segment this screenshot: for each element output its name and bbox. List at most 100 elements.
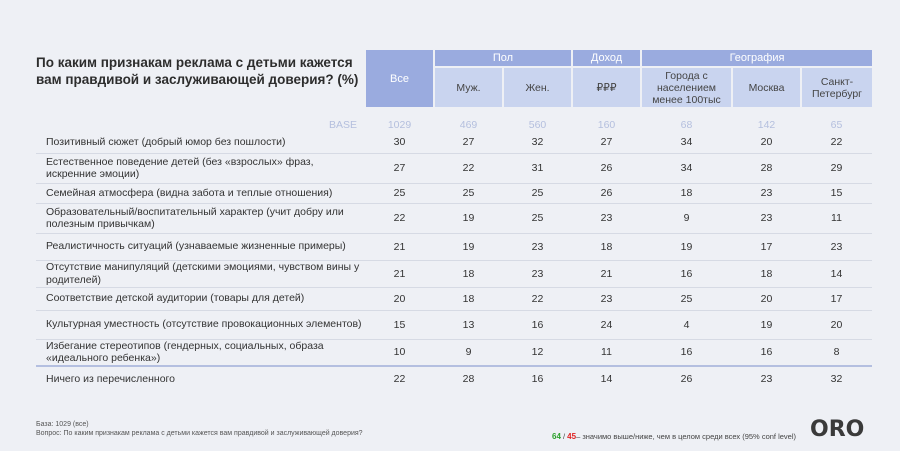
table-cell: 25	[503, 183, 572, 204]
table-cell: 19	[732, 310, 801, 340]
base-value: 68	[680, 119, 693, 131]
row-label: Избегание стереотипов (гендерных, социал…	[36, 339, 365, 367]
table-cell: 23	[801, 233, 872, 261]
table-cell: 16	[503, 365, 572, 391]
table-cell: 29	[801, 153, 872, 184]
table-row: Соответствие детской аудитории (товары д…	[36, 287, 872, 311]
header-female: Жен.	[502, 66, 572, 107]
table-cell: 15	[801, 183, 872, 204]
table-cell: 20	[732, 287, 801, 311]
legend-text: – значимо выше/ниже, чем в целом среди в…	[576, 432, 796, 441]
table-cell: 19	[434, 233, 503, 261]
table-cell: 25	[503, 203, 572, 234]
row-label: Реалистичность ситуаций (узнаваемые жизн…	[36, 233, 365, 261]
header-male: Муж.	[433, 66, 503, 107]
table-cell: 24	[572, 310, 641, 340]
table-cell: 16	[732, 339, 801, 367]
table-cell: 26	[572, 183, 641, 204]
table-cell: 18	[434, 260, 503, 288]
table-cell: 28	[434, 365, 503, 391]
table-cell: 27	[365, 153, 434, 184]
table-cell: 22	[365, 203, 434, 234]
table-cell: 9	[434, 339, 503, 367]
legend-red-sample: 45	[567, 432, 577, 441]
table-cell: 8	[801, 339, 872, 367]
table-cell: 23	[732, 203, 801, 234]
row-label: Культурная уместность (отсутствие провок…	[36, 310, 365, 340]
table-cell: 22	[801, 131, 872, 154]
table-cell: 23	[572, 203, 641, 234]
legend-green-sample: 64	[552, 432, 561, 441]
footnote-base: База: 1029 (все)	[36, 421, 89, 428]
table-row: Позитивный сюжет (добрый юмор без пошлос…	[36, 131, 872, 154]
table-cell: 22	[365, 365, 434, 391]
table-cell: 25	[365, 183, 434, 204]
header-all: Все	[364, 50, 434, 107]
table-cell: 23	[503, 260, 572, 288]
table-cell: 16	[641, 260, 732, 288]
header-group-geography: География	[640, 50, 872, 67]
base-label: BASE	[328, 119, 357, 131]
table-cell: 27	[572, 131, 641, 154]
table-cell: 15	[365, 310, 434, 340]
table-cell: 10	[365, 339, 434, 367]
table-cell: 9	[641, 203, 732, 234]
table-cell: 23	[732, 183, 801, 204]
legend-sep: /	[560, 432, 568, 441]
table-cell: 16	[503, 310, 572, 340]
table-cell: 18	[434, 287, 503, 311]
table-cell: 14	[572, 365, 641, 391]
table-row: Культурная уместность (отсутствие провок…	[36, 310, 872, 340]
table-cell: 13	[434, 310, 503, 340]
table-cell: 19	[641, 233, 732, 261]
table-cell: 18	[572, 233, 641, 261]
header-spb: Санкт-Петербург	[800, 66, 872, 107]
table-cell: 20	[732, 131, 801, 154]
row-label: Семейная атмосфера (видна забота и теплы…	[36, 183, 365, 204]
table-cell: 20	[801, 310, 872, 340]
title-cell	[36, 50, 365, 107]
table-cell: 34	[641, 131, 732, 154]
table-cell: 11	[801, 203, 872, 234]
table-cell: 28	[732, 153, 801, 184]
base-value: 65	[830, 119, 843, 131]
table-cell: 17	[801, 287, 872, 311]
oro-logo: ORO	[810, 417, 865, 442]
table-cell: 11	[572, 339, 641, 367]
table-cell: 21	[365, 260, 434, 288]
table-cell: 4	[641, 310, 732, 340]
table-cell: 23	[732, 365, 801, 391]
footnote: База: 1029 (все) Вопрос: По каким призна…	[36, 420, 363, 438]
base-row: BASE 1029 469 560 160 68 142 65	[36, 107, 872, 131]
table-row: Реалистичность ситуаций (узнаваемые жизн…	[36, 233, 872, 261]
table-cell: 25	[641, 287, 732, 311]
table-cell: 18	[641, 183, 732, 204]
table-cell: 26	[572, 153, 641, 184]
page-title: По каким признакам реклама с детьми каже…	[36, 55, 359, 87]
table-row: Образовательный/воспитательный характер …	[36, 203, 872, 234]
table-cell: 34	[641, 153, 732, 184]
table-cell: 30	[365, 131, 434, 154]
header-income-high: ₽₽₽	[571, 66, 641, 107]
table-cell: 32	[801, 365, 872, 391]
table-cell: 19	[434, 203, 503, 234]
header-small-cities: Города с населением менее 100тыс	[640, 66, 732, 107]
table-cell: 22	[434, 153, 503, 184]
table-cell: 17	[732, 233, 801, 261]
table-cell: 16	[641, 339, 732, 367]
table-cell: 26	[641, 365, 732, 391]
table-cell: 23	[572, 287, 641, 311]
base-value: 142	[757, 119, 776, 131]
base-value: 160	[597, 119, 616, 131]
results-table: Все Пол Доход География Муж. Жен. ₽₽₽ Го…	[36, 50, 872, 391]
table-cell: 31	[503, 153, 572, 184]
table-row: Отсутствие манипуляций (детскими эмоциям…	[36, 260, 872, 288]
header-group-gender: Пол	[433, 50, 572, 67]
table-cell: 27	[434, 131, 503, 154]
table-row: Избегание стереотипов (гендерных, социал…	[36, 339, 872, 367]
table-cell: 23	[503, 233, 572, 261]
header-moscow: Москва	[731, 66, 801, 107]
row-label: Естественное поведение детей (без «взрос…	[36, 153, 365, 184]
table-cell: 20	[365, 287, 434, 311]
row-label: Ничего из перечисленного	[36, 365, 365, 391]
